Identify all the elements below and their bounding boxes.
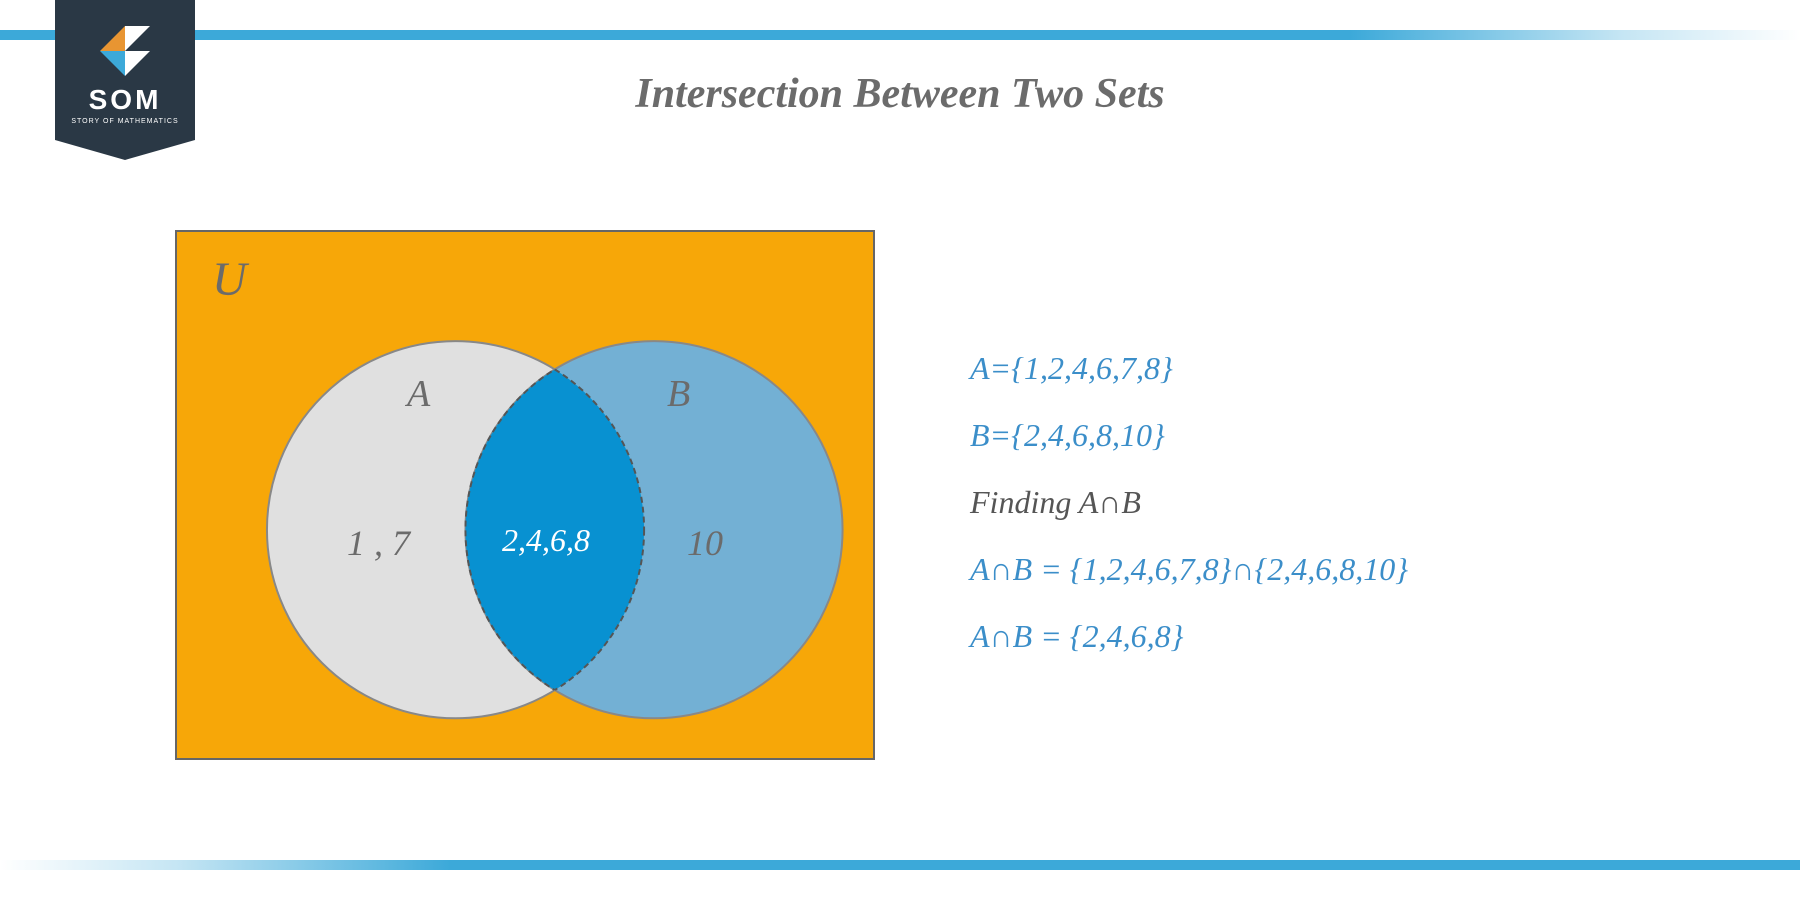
region-b-only-text: 10 [687,522,723,564]
equations-panel: A={1,2,4,6,7,8} B={2,4,6,8,10} Finding A… [970,350,1408,655]
circle-b-label: B [667,372,690,416]
logo-badge: SOM STORY OF MATHEMATICS [55,0,195,140]
equation-set-a: A={1,2,4,6,7,8} [970,350,1408,387]
region-a-only-text: 1 , 7 [347,522,410,564]
equation-expansion: A∩B = {1,2,4,6,7,8}∩{2,4,6,8,10} [970,551,1408,588]
equation-result: A∩B = {2,4,6,8} [970,618,1408,655]
circle-a-label: A [407,372,430,416]
venn-svg [177,232,873,758]
region-intersection-text: 2,4,6,8 [502,522,590,559]
page-title: Intersection Between Two Sets [635,70,1164,118]
logo-icon [100,26,150,76]
venn-diagram-container: U A B 1 , 7 2,4,6,8 10 [175,230,875,760]
logo-text: SOM [89,84,162,116]
bottom-accent-bar [0,860,1800,870]
equation-finding: Finding A∩B [970,484,1408,521]
equation-set-b: B={2,4,6,8,10} [970,417,1408,454]
top-accent-bar [0,30,1800,40]
logo-subtitle: STORY OF MATHEMATICS [71,118,178,125]
